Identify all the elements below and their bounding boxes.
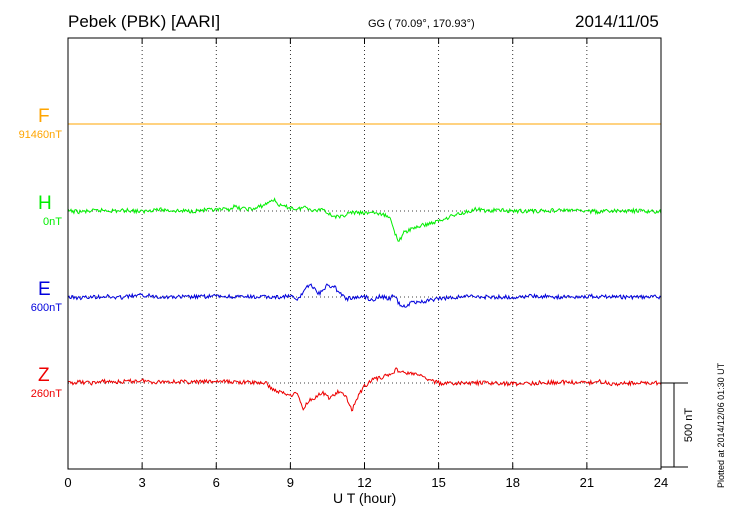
grid-lines	[68, 38, 661, 469]
trace-h	[67, 197, 662, 242]
x-tick-label: 24	[654, 475, 668, 490]
x-axis-label: U T (hour)	[333, 490, 397, 506]
baseline-value-h: 0nT	[43, 216, 62, 228]
series-label-h: H	[38, 193, 52, 214]
station-coordinates: GG ( 70.09°, 170.93°)	[368, 18, 475, 30]
x-tick-label: 21	[580, 475, 594, 490]
x-tick-label: 0	[64, 475, 71, 490]
traces	[67, 123, 662, 412]
x-tick-label: 9	[287, 475, 294, 490]
series-label-f: F	[38, 106, 50, 127]
x-tick-label: 18	[506, 475, 520, 490]
trace-e	[67, 283, 662, 308]
x-ticks: 0 3 6 9 12 15 18 21 24	[64, 38, 668, 490]
x-tick-label: 6	[213, 475, 220, 490]
series-label-z: Z	[38, 365, 50, 386]
baseline-value-e: 600nT	[30, 302, 62, 314]
baseline-value-z: 260nT	[30, 388, 62, 400]
x-tick-label: 3	[139, 475, 146, 490]
series-label-e: E	[38, 279, 51, 300]
scale-bar-label: 500 nT	[683, 408, 695, 443]
x-tick-label: 12	[357, 475, 371, 490]
trace-z	[67, 367, 662, 412]
scale-bar: 500 nT	[661, 382, 695, 468]
baseline-value-f: 91460nT	[18, 129, 62, 141]
chart-title: Pebek (PBK) [AARI]	[68, 12, 221, 31]
x-tick-label: 15	[431, 475, 445, 490]
chart-date: 2014/11/05	[575, 12, 659, 31]
